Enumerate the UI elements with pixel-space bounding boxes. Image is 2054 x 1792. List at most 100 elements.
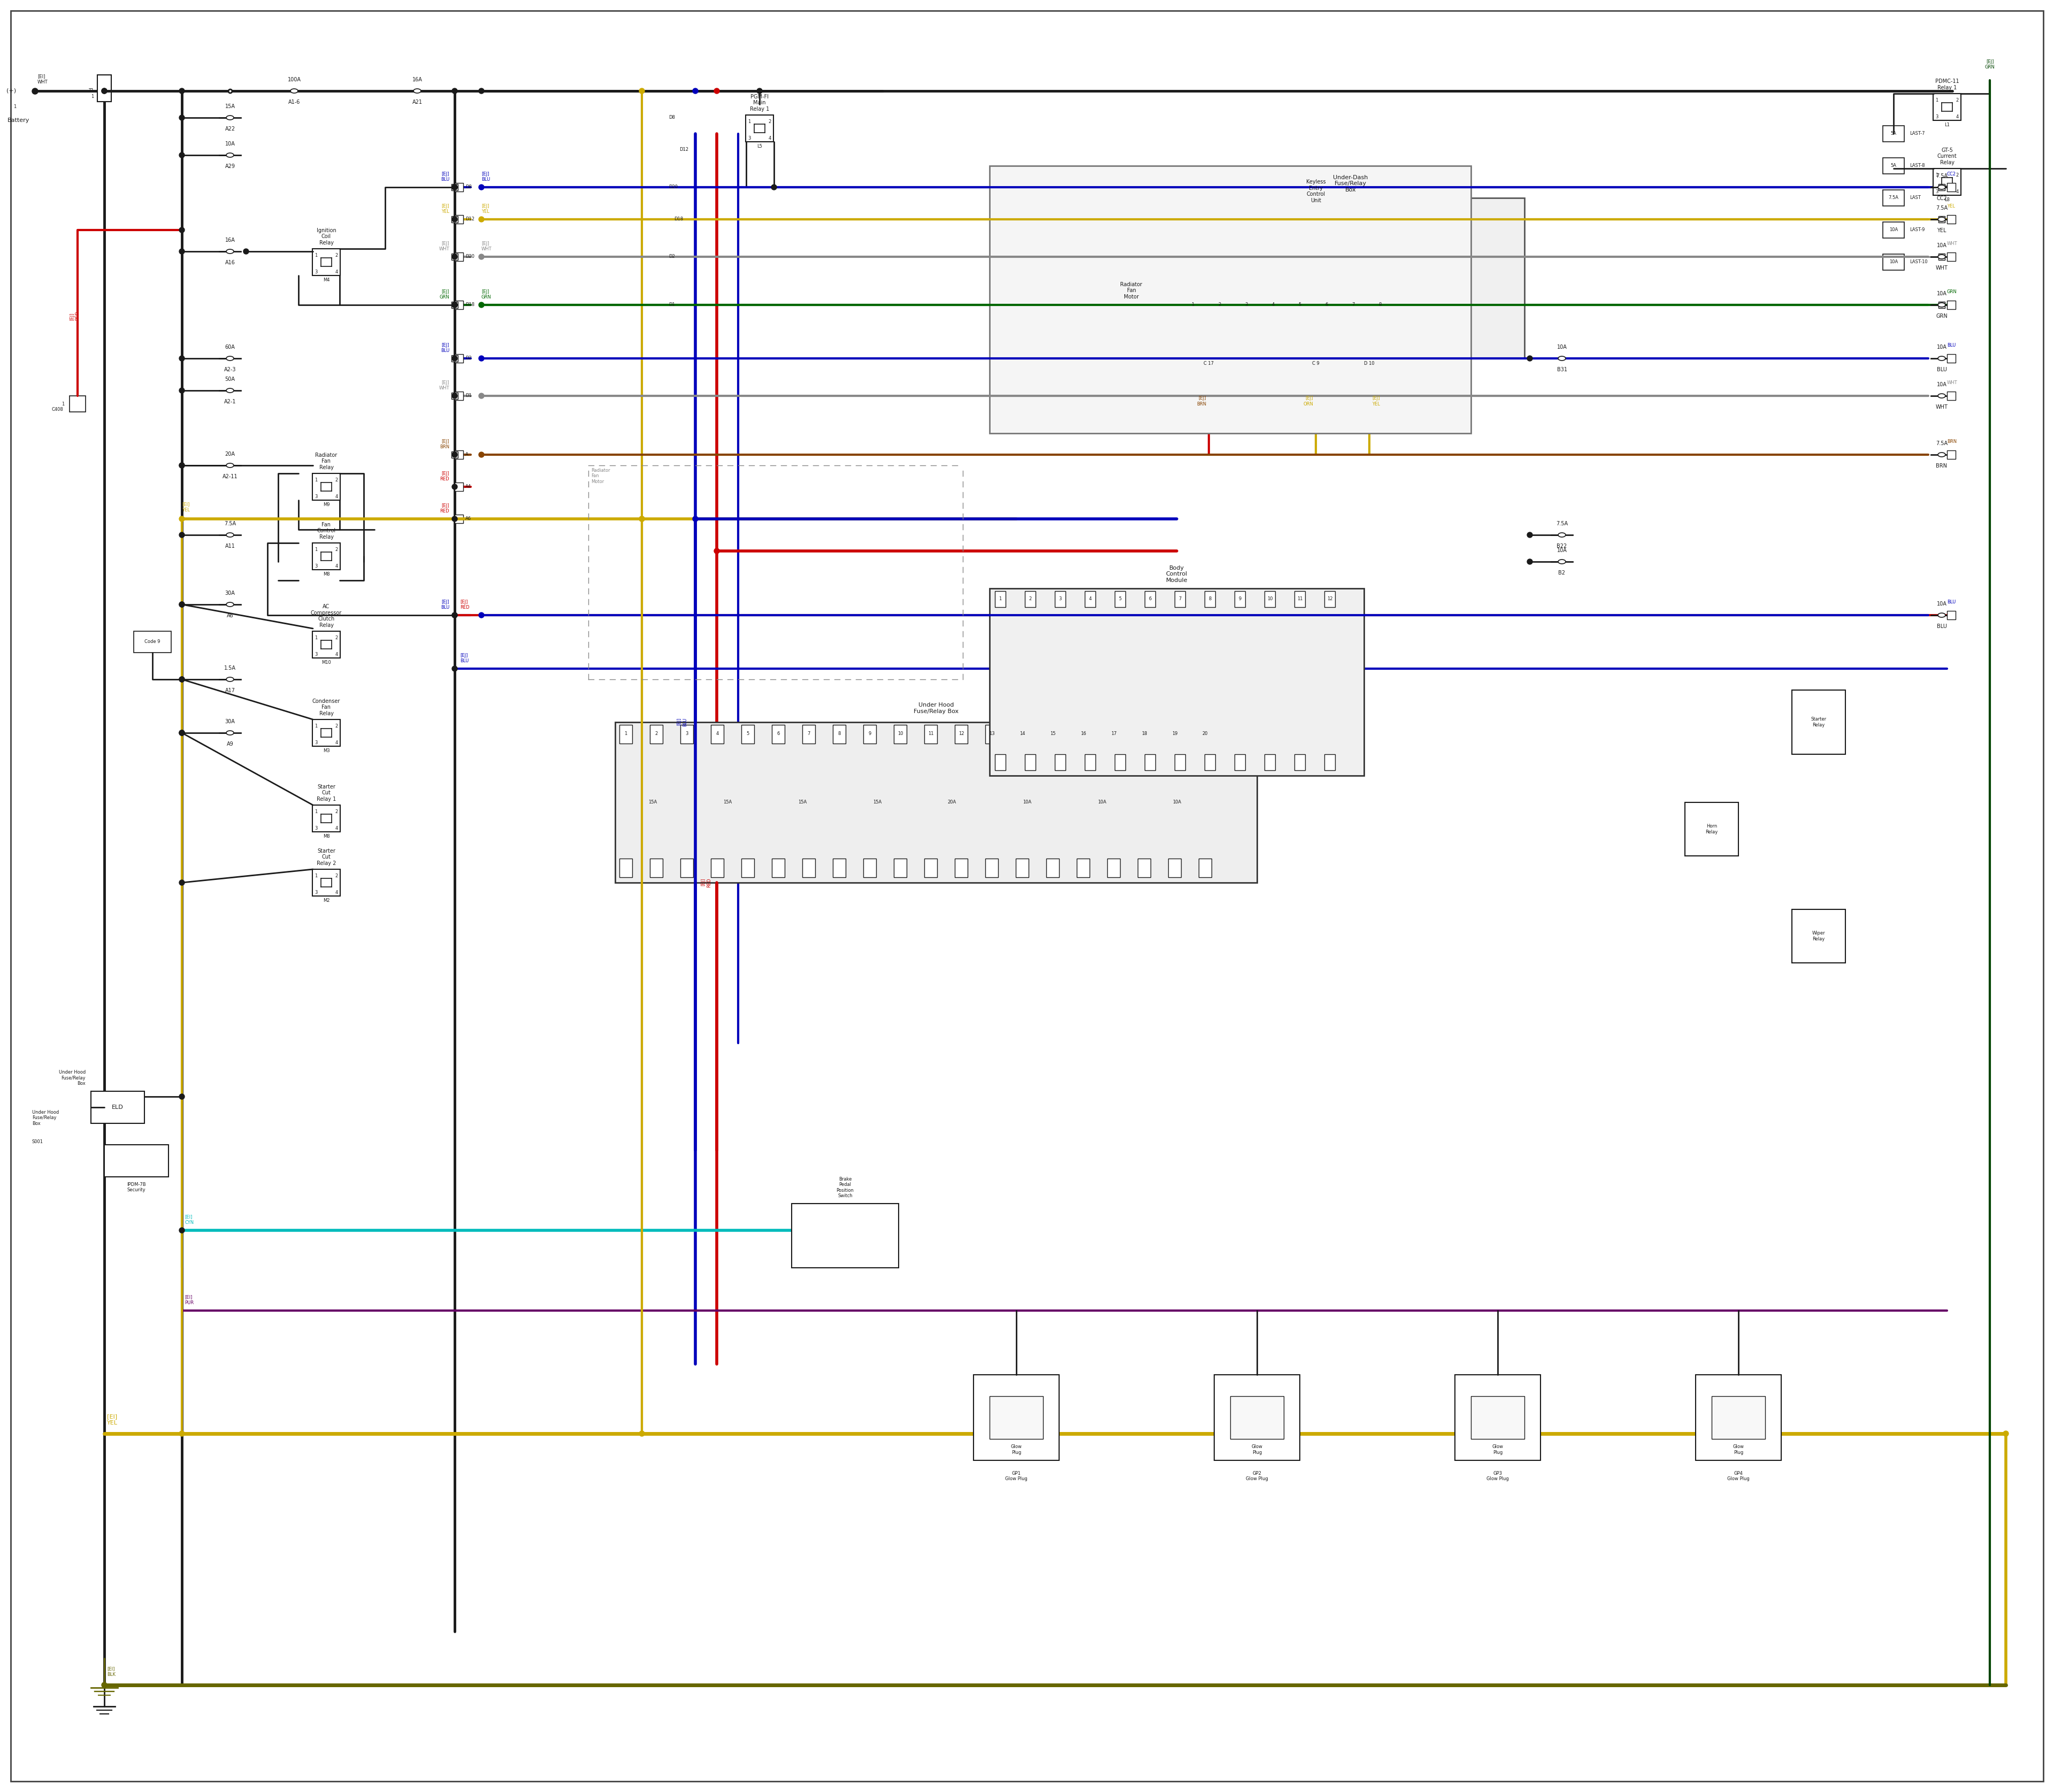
Text: 1: 1 (314, 636, 316, 640)
Text: 1: 1 (998, 597, 1002, 602)
Bar (1389, 256, 1399, 272)
Text: A2-3: A2-3 (224, 367, 236, 373)
Text: Code 9: Code 9 (144, 640, 160, 645)
Circle shape (715, 548, 719, 554)
Text: Glow
Plug: Glow Plug (1491, 1444, 1504, 1455)
Text: 9: 9 (1239, 597, 1241, 602)
Text: 30A: 30A (226, 719, 234, 724)
Bar (452, 301, 458, 308)
Text: 60A: 60A (226, 344, 234, 349)
Bar (1107, 724, 1119, 744)
Bar (1939, 253, 1945, 260)
Ellipse shape (1937, 254, 1945, 258)
Text: 12: 12 (1327, 597, 1333, 602)
Text: B31: B31 (1557, 367, 1567, 373)
Circle shape (452, 88, 458, 93)
Text: 1: 1 (624, 731, 626, 737)
Text: [EI]
BLK: [EI] BLK (107, 1667, 115, 1677)
Text: D1: D1 (670, 303, 676, 306)
Text: Starter
Cut
Relay 1: Starter Cut Relay 1 (316, 785, 337, 801)
Circle shape (479, 452, 485, 457)
Bar (1085, 591, 1095, 607)
Circle shape (101, 1683, 107, 1688)
Text: A1-6: A1-6 (288, 100, 300, 106)
Text: [EJ]
RED: [EJ] RED (440, 504, 450, 514)
Text: 6: 6 (1148, 597, 1152, 602)
Text: 7: 7 (807, 731, 809, 737)
Text: A4: A4 (466, 484, 470, 489)
Bar (924, 724, 937, 744)
Text: Brake
Pedal
Position
Switch: Brake Pedal Position Switch (836, 1177, 854, 1199)
Ellipse shape (290, 90, 298, 93)
Circle shape (1526, 532, 1532, 538)
Text: A11: A11 (226, 543, 234, 548)
Text: GRN: GRN (1947, 289, 1957, 294)
Text: [EJ]
BLU: [EJ] BLU (442, 600, 450, 609)
Ellipse shape (226, 731, 234, 735)
Ellipse shape (226, 249, 234, 253)
Text: GP1
Glow Plug: GP1 Glow Plug (1004, 1471, 1027, 1482)
Text: M8: M8 (322, 572, 329, 577)
Ellipse shape (1937, 394, 1945, 398)
Text: 1: 1 (12, 104, 16, 109)
Bar (1200, 858, 1212, 878)
Text: 8: 8 (838, 731, 840, 737)
Bar (312, 631, 341, 658)
Circle shape (479, 303, 485, 308)
Text: [EJ]
GRN: [EJ] GRN (481, 289, 491, 299)
Circle shape (452, 303, 458, 308)
Text: 10A: 10A (226, 142, 234, 147)
Text: [EJ]
BLU: [EJ] BLU (460, 652, 468, 663)
Text: 20A: 20A (226, 452, 234, 457)
Text: B2: B2 (1559, 570, 1565, 575)
Text: 13: 13 (988, 731, 994, 737)
Text: A9: A9 (226, 742, 234, 747)
Text: 4: 4 (1271, 303, 1273, 306)
Circle shape (452, 613, 458, 618)
Bar (1214, 297, 1226, 314)
Text: C 9: C 9 (1313, 360, 1319, 366)
Text: 4: 4 (335, 495, 339, 500)
Text: 1: 1 (62, 401, 64, 407)
Text: 9: 9 (869, 731, 871, 737)
Ellipse shape (1937, 613, 1945, 616)
Text: Horn
Relay: Horn Relay (1705, 824, 1717, 835)
Bar (1076, 724, 1089, 744)
Bar (1947, 450, 1955, 459)
Text: 10A: 10A (1557, 548, 1567, 554)
Text: A21: A21 (413, 100, 423, 106)
Bar (1085, 754, 1095, 771)
Bar (1884, 158, 1904, 174)
Text: 3: 3 (314, 269, 318, 274)
Text: 7.5A: 7.5A (1935, 174, 1947, 179)
Text: D20: D20 (670, 185, 678, 190)
Text: 1.5A: 1.5A (224, 665, 236, 670)
Text: PDMC-11
Relay 1: PDMC-11 Relay 1 (1935, 79, 1960, 90)
Text: 2: 2 (335, 547, 339, 552)
Text: A17: A17 (226, 688, 234, 694)
Bar (1200, 724, 1212, 744)
Bar (454, 514, 464, 523)
Circle shape (452, 185, 458, 190)
Text: [EJ]
YEL: [EJ] YEL (442, 204, 450, 213)
Circle shape (101, 88, 107, 93)
Text: 15A: 15A (723, 799, 731, 805)
Bar (1169, 858, 1181, 878)
Circle shape (2003, 1432, 2009, 1435)
Bar (452, 185, 458, 190)
Bar (1325, 591, 1335, 607)
Ellipse shape (1937, 357, 1945, 360)
Bar (803, 858, 815, 878)
Bar (990, 588, 1364, 776)
Bar (1230, 1396, 1284, 1439)
Text: 1: 1 (1191, 303, 1193, 306)
Text: 7.5A: 7.5A (224, 521, 236, 527)
Bar (454, 301, 464, 310)
Text: 10A: 10A (1937, 244, 1947, 249)
Bar (312, 719, 341, 745)
Text: 10: 10 (898, 731, 904, 737)
Text: 4: 4 (335, 891, 339, 894)
Circle shape (452, 185, 458, 190)
Circle shape (179, 357, 185, 360)
Text: ELD: ELD (111, 1104, 123, 1109)
